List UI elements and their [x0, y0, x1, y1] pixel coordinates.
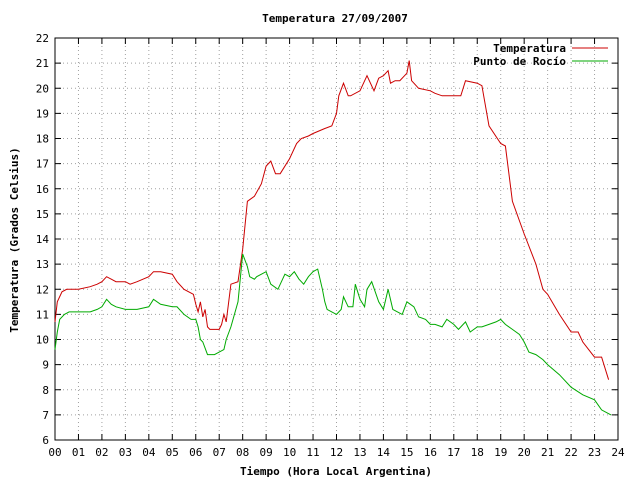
- series-line-punto-de-rocio: [54, 253, 612, 416]
- y-tick-label: 21: [36, 57, 49, 70]
- x-tick-label: 19: [494, 446, 507, 459]
- y-tick-label: 20: [36, 82, 49, 95]
- x-tick-label: 00: [48, 446, 61, 459]
- x-tick-label: 08: [236, 446, 249, 459]
- chart-title: Temperatura 27/09/2007: [262, 12, 408, 25]
- x-tick-label: 21: [541, 446, 554, 459]
- y-tick-label: 9: [42, 359, 49, 372]
- y-tick-label: 7: [42, 409, 49, 422]
- x-tick-label: 06: [189, 446, 202, 459]
- y-tick-label: 17: [36, 158, 49, 171]
- series-line-temperatura: [54, 60, 610, 380]
- x-tick-label: 23: [588, 446, 601, 459]
- x-tick-label: 05: [166, 446, 179, 459]
- x-tick-label: 02: [95, 446, 108, 459]
- y-tick-label: 11: [36, 308, 49, 321]
- x-tick-label: 10: [283, 446, 296, 459]
- y-tick-label: 15: [36, 208, 49, 221]
- x-tick-label: 07: [213, 446, 226, 459]
- x-tick-label: 09: [260, 446, 273, 459]
- y-tick-label: 22: [36, 32, 49, 45]
- grid: [55, 38, 618, 440]
- x-tick-label: 16: [424, 446, 437, 459]
- x-tick-label: 13: [353, 446, 366, 459]
- x-tick-label: 24: [611, 446, 625, 459]
- x-tick-label: 22: [564, 446, 577, 459]
- y-tick-label: 8: [42, 384, 49, 397]
- y-tick-label: 10: [36, 334, 49, 347]
- y-tick-label: 6: [42, 434, 49, 447]
- y-tick-label: 18: [36, 133, 49, 146]
- y-tick-label: 12: [36, 283, 49, 296]
- x-tick-label: 17: [447, 446, 460, 459]
- y-tick-label: 16: [36, 183, 49, 196]
- x-tick-label: 11: [306, 446, 319, 459]
- x-axis-label: Tiempo (Hora Local Argentina): [240, 465, 432, 478]
- x-tick-label: 01: [72, 446, 85, 459]
- plot-frame: [54, 37, 619, 441]
- axes: 00 01 02 03 04 05 06 07 08 09 10 11 12 13 14 15 16 17 18 19…: [36, 32, 625, 459]
- y-axis-label: Temperatura (Grados Celsius): [8, 147, 21, 332]
- y-tick-label: 14: [36, 233, 50, 246]
- x-tick-label: 15: [400, 446, 413, 459]
- x-tick-label: 20: [518, 446, 531, 459]
- legend-label-punto-de-rocio: Punto de Rocío: [473, 55, 566, 68]
- x-tick-label: 18: [471, 446, 484, 459]
- x-tick-label: 03: [119, 446, 132, 459]
- series-layer: [54, 60, 612, 416]
- y-tick-label: 19: [36, 107, 49, 120]
- legend-label-temperatura: Temperatura: [493, 42, 566, 55]
- x-tick-label: 04: [142, 446, 156, 459]
- y-tick-label: 13: [36, 258, 49, 271]
- x-tick-label: 14: [377, 446, 391, 459]
- x-tick-label: 12: [330, 446, 343, 459]
